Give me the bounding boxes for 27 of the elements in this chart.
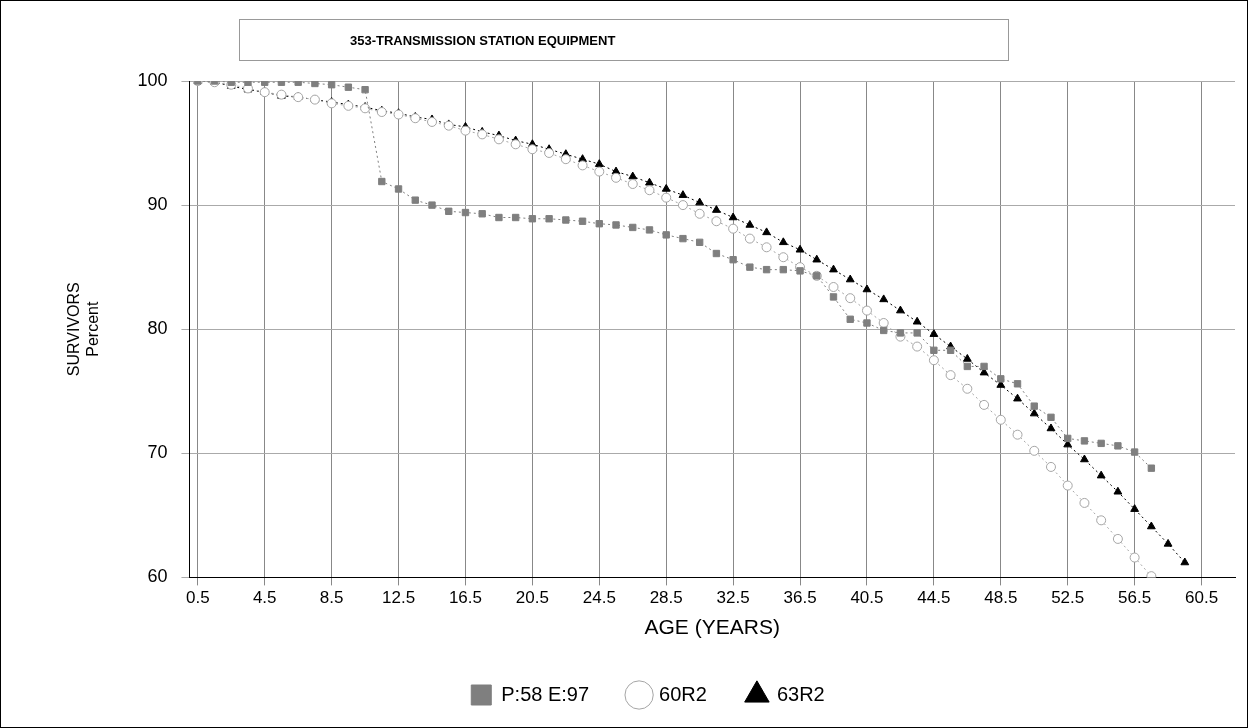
legend-label: 63R2	[776, 682, 825, 705]
y-tick-label: 80	[147, 318, 168, 339]
x-tick-label: 36.5	[783, 588, 817, 608]
x-tick-label: 40.5	[850, 588, 884, 608]
y-tick-label: 60	[147, 566, 168, 587]
x-tick-label: 8.5	[319, 588, 344, 608]
x-tick-label: 32.5	[716, 588, 750, 608]
y-tick-label: 70	[147, 442, 168, 463]
y-axis-title: SURVIVORS Percent	[65, 282, 102, 377]
x-tick-label: 48.5	[984, 588, 1018, 608]
x-tick-label: 56.5	[1118, 588, 1152, 608]
x-tick-label: 16.5	[448, 588, 483, 608]
legend-label: 60R2	[659, 682, 707, 705]
x-tick-label: 60.5	[1184, 588, 1219, 608]
x-tick-label: 24.5	[582, 588, 616, 608]
x-tick-label: 20.5	[515, 588, 549, 608]
x-tick-label: 28.5	[649, 588, 683, 608]
y-tick-label: 90	[147, 194, 168, 215]
chart-title: 353-TRANSMISSION STATION EQUIPMENT	[239, 19, 1009, 61]
x-tick-label: 52.5	[1051, 588, 1085, 608]
x-tick-label: 12.5	[382, 588, 416, 608]
x-tick-label: 0.5	[185, 588, 210, 608]
x-tick-label: 4.5	[252, 588, 277, 608]
y-tick-label: 100	[137, 69, 168, 90]
x-tick-label: 44.5	[917, 588, 951, 608]
legend-label: P:58 E:97	[501, 682, 590, 705]
x-axis-title: AGE (YEARS)	[644, 615, 780, 639]
